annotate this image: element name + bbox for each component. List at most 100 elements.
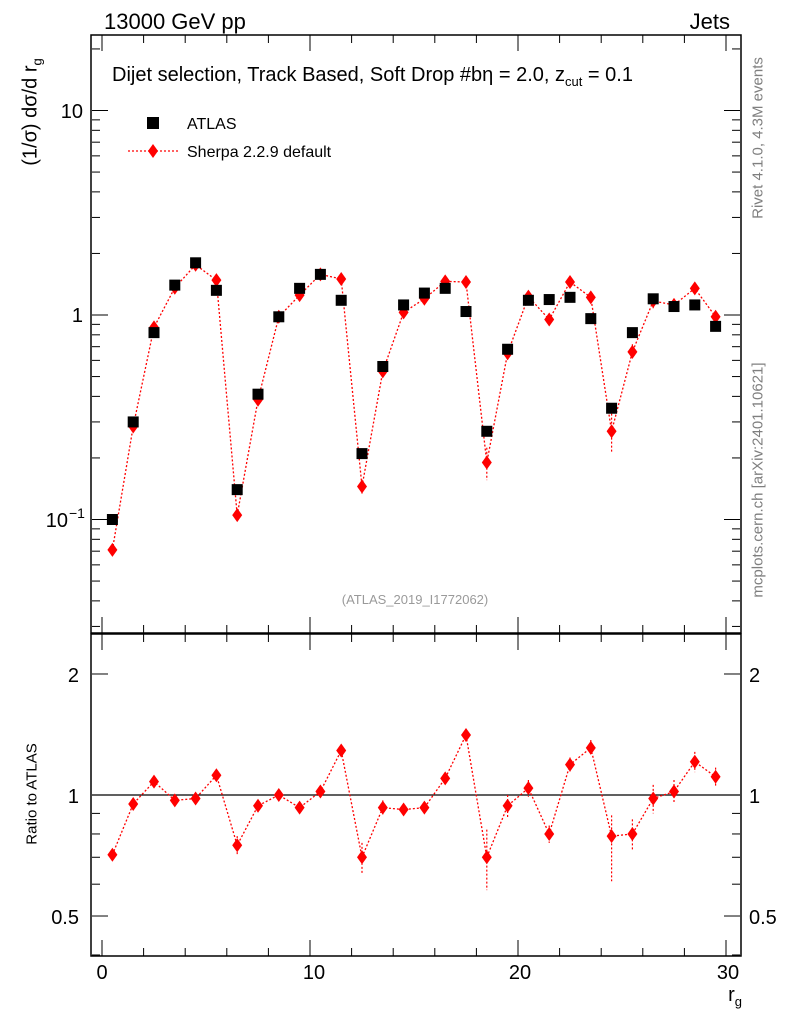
ratio-point bbox=[606, 829, 617, 844]
main-plot-frame bbox=[90, 34, 742, 634]
atlas-point bbox=[106, 514, 118, 525]
ratio-point bbox=[128, 796, 139, 811]
legend-mc-label: Sherpa 2.2.9 default bbox=[187, 144, 332, 161]
atlas-point bbox=[294, 282, 306, 294]
atlas-point bbox=[356, 448, 368, 460]
x-axis-label-text: r bbox=[728, 984, 735, 1006]
ratio-point bbox=[273, 788, 284, 802]
atlas-point bbox=[668, 301, 680, 313]
atlas-point bbox=[377, 360, 389, 372]
plot-title-tail: = 0.1 bbox=[582, 64, 633, 86]
atlas-point bbox=[647, 293, 659, 305]
atlas-point bbox=[231, 484, 243, 496]
xtick-10: 10 bbox=[303, 962, 325, 984]
ratio-point bbox=[648, 791, 659, 806]
ratio-point bbox=[315, 784, 326, 799]
ratio-point bbox=[253, 798, 263, 813]
legend-atlas-label: ATLAS bbox=[187, 116, 237, 133]
mc-point bbox=[627, 344, 638, 359]
ratio-point bbox=[461, 728, 471, 743]
ratio-plot-frame bbox=[90, 633, 742, 957]
legend: ATLAS Sherpa 2.2.9 default bbox=[128, 116, 332, 161]
xtick-30: 30 bbox=[717, 962, 739, 984]
mc-connecting-line bbox=[111, 263, 717, 551]
ratio-ytick-05: 0.5 bbox=[51, 907, 79, 929]
plot-title-main: Dijet selection, Track Based, Soft Drop … bbox=[112, 64, 566, 86]
ratio-point bbox=[357, 850, 367, 865]
atlas-point bbox=[210, 284, 222, 296]
ratio-point bbox=[502, 798, 513, 813]
legend-mc-marker bbox=[148, 144, 158, 158]
ratio-point bbox=[544, 826, 555, 841]
mc-point bbox=[461, 275, 471, 290]
ratio-point bbox=[377, 800, 388, 815]
atlas-point bbox=[543, 294, 555, 306]
atlas-point bbox=[148, 327, 160, 339]
atlas-point bbox=[481, 425, 493, 437]
ratio-point bbox=[689, 754, 700, 769]
main-y-ticks bbox=[92, 48, 740, 627]
atlas-point bbox=[169, 279, 181, 291]
ratio-ytick-1: 1 bbox=[68, 786, 79, 808]
mc-point bbox=[689, 281, 700, 296]
ratio-point bbox=[294, 800, 305, 815]
analysis-watermark: (ATLAS_2019_I1772062) bbox=[342, 592, 488, 607]
mc-point bbox=[544, 312, 555, 327]
ratio-connecting-line bbox=[111, 732, 716, 860]
mc-point bbox=[211, 273, 222, 288]
ratio-point bbox=[211, 768, 222, 783]
mc-point bbox=[336, 271, 347, 286]
ratio-ytick-05-right: 0.5 bbox=[749, 907, 777, 929]
mc-point bbox=[107, 542, 118, 557]
main-ytick-01-exp: −1 bbox=[69, 505, 85, 521]
ratio-point bbox=[149, 774, 159, 789]
ratio-point bbox=[398, 802, 409, 817]
atlas-point bbox=[502, 343, 514, 355]
main-ytick-01-base: 10 bbox=[46, 510, 68, 532]
mc-point bbox=[606, 424, 617, 439]
plot-title-sub: cut bbox=[565, 74, 583, 89]
main-ytick-01: 10 bbox=[46, 510, 68, 532]
ratio-point bbox=[585, 740, 596, 755]
atlas-point bbox=[522, 294, 534, 306]
ratio-mc-series bbox=[107, 728, 721, 891]
x-axis-label: rg bbox=[728, 984, 742, 1009]
mc-point bbox=[232, 508, 243, 523]
ratio-point bbox=[523, 781, 534, 796]
x-axis-ticks bbox=[101, 35, 727, 956]
plot-title: Dijet selection, Track Based, Soft Drop … bbox=[112, 64, 633, 89]
atlas-point bbox=[710, 320, 722, 332]
main-mc-series bbox=[107, 257, 721, 557]
atlas-point bbox=[398, 299, 410, 311]
x-axis-label-sub: g bbox=[734, 994, 742, 1009]
atlas-point bbox=[585, 313, 597, 325]
atlas-point bbox=[314, 268, 326, 280]
atlas-point bbox=[273, 311, 285, 323]
ratio-ytick-1-right: 1 bbox=[749, 786, 760, 808]
atlas-point bbox=[564, 291, 576, 303]
xtick-20: 20 bbox=[509, 962, 531, 984]
process-label: Jets bbox=[689, 9, 730, 34]
ratio-point bbox=[336, 743, 347, 758]
ratio-point bbox=[440, 771, 451, 786]
energy-label: 13000 GeV pp bbox=[104, 9, 246, 34]
ratio-point bbox=[419, 800, 430, 815]
ratio-point bbox=[710, 769, 721, 784]
ratio-point bbox=[232, 838, 243, 853]
atlas-point bbox=[335, 294, 347, 306]
atlas-point bbox=[418, 287, 430, 299]
atlas-point bbox=[626, 327, 638, 339]
main-ytick-1: 1 bbox=[72, 305, 83, 327]
main-atlas-series bbox=[106, 257, 722, 525]
legend-atlas-marker bbox=[147, 117, 159, 129]
atlas-point bbox=[460, 306, 472, 318]
atlas-point bbox=[252, 388, 264, 400]
mc-point bbox=[565, 275, 575, 290]
ratio-ytick-2-right: 2 bbox=[749, 665, 760, 687]
mc-point bbox=[481, 455, 492, 470]
atlas-point bbox=[689, 299, 701, 311]
ratio-point bbox=[481, 850, 492, 865]
mc-point bbox=[357, 479, 367, 494]
atlas-point bbox=[190, 257, 202, 269]
